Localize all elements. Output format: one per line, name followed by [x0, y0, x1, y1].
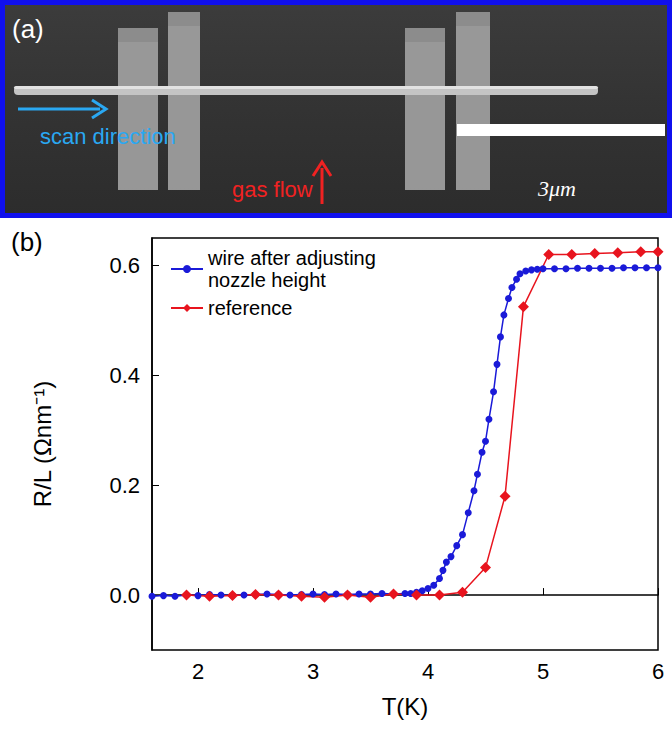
svg-text:(b): (b)	[11, 227, 43, 257]
svg-text:nozzle height: nozzle height	[208, 269, 326, 291]
svg-text:0.2: 0.2	[109, 473, 140, 498]
svg-text:gas flow: gas flow	[232, 177, 313, 202]
svg-text:0.0: 0.0	[109, 583, 140, 608]
svg-text:6: 6	[652, 659, 664, 684]
svg-text:(a): (a)	[12, 14, 44, 44]
svg-text:3: 3	[307, 659, 319, 684]
svg-text:4: 4	[422, 659, 434, 684]
svg-text:5: 5	[537, 659, 549, 684]
svg-text:reference: reference	[208, 297, 293, 319]
svg-text:T(K): T(K)	[382, 693, 429, 720]
svg-text:scan direction: scan direction	[40, 124, 176, 149]
svg-text:0.6: 0.6	[109, 253, 140, 278]
svg-text:0.4: 0.4	[109, 363, 140, 388]
svg-text:2: 2	[192, 659, 204, 684]
svg-text:3μm: 3μm	[537, 176, 576, 201]
svg-text:R/L (Ωnm⁻¹): R/L (Ωnm⁻¹)	[29, 381, 56, 507]
svg-text:wire after adjusting: wire after adjusting	[207, 247, 376, 269]
